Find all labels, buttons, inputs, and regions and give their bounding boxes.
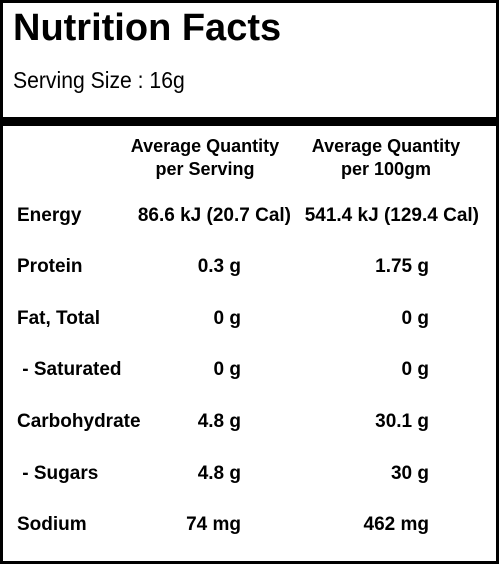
serving-size: Serving Size : 16g [13, 67, 185, 93]
value-per-100g: 0 g [401, 308, 429, 329]
nutrient-label: - Saturated [17, 359, 122, 380]
value-per-100g: 30.1 g [375, 411, 429, 432]
nutrient-label: Sodium [17, 514, 87, 535]
value-per-100g: 1.75 g [375, 256, 429, 277]
value-per-serving: 4.8 g [197, 463, 241, 484]
nutrient-label: Fat, Total [17, 308, 101, 329]
value-per-100g: 0 g [401, 359, 429, 380]
value-per-serving: 0 g [213, 359, 241, 380]
table-row: Fat, Total 0 g 0 g [0, 299, 499, 339]
table-row: - Sugars 4.8 g 30 g [0, 454, 499, 494]
nutrient-label: Carbohydrate [17, 411, 141, 432]
table-row: - Saturated 0 g 0 g [0, 350, 499, 390]
value-per-serving: 0.3 g [197, 256, 241, 277]
value-per-serving: 74 mg [186, 514, 241, 535]
nutrient-label: - Sugars [17, 463, 99, 484]
value-per-100g: 30 g [390, 463, 429, 484]
value-per-100g: 462 mg [363, 514, 429, 535]
header-per-serving: Average Quantity per Serving [130, 136, 280, 179]
value-per-serving: 86.6 kJ (20.7 Cal) [137, 205, 291, 226]
value-per-serving: 0 g [213, 308, 241, 329]
nutrition-facts-title: Nutrition Facts [13, 7, 282, 49]
nutrient-label: Energy [17, 205, 82, 226]
value-per-serving: 4.8 g [197, 411, 241, 432]
value-per-100g: 541.4 kJ (129.4 Cal) [304, 205, 479, 226]
section-divider [0, 117, 499, 126]
table-row: Protein 0.3 g 1.75 g [0, 247, 499, 287]
table-row: Energy 86.6 kJ (20.7 Cal) 541.4 kJ (129.… [0, 196, 499, 236]
header-per-100g: Average Quantity per 100gm [311, 136, 461, 179]
table-row: Sodium 74 mg 462 mg [0, 505, 499, 545]
nutrient-label: Protein [17, 256, 83, 277]
table-row: Carbohydrate 4.8 g 30.1 g [0, 402, 499, 442]
